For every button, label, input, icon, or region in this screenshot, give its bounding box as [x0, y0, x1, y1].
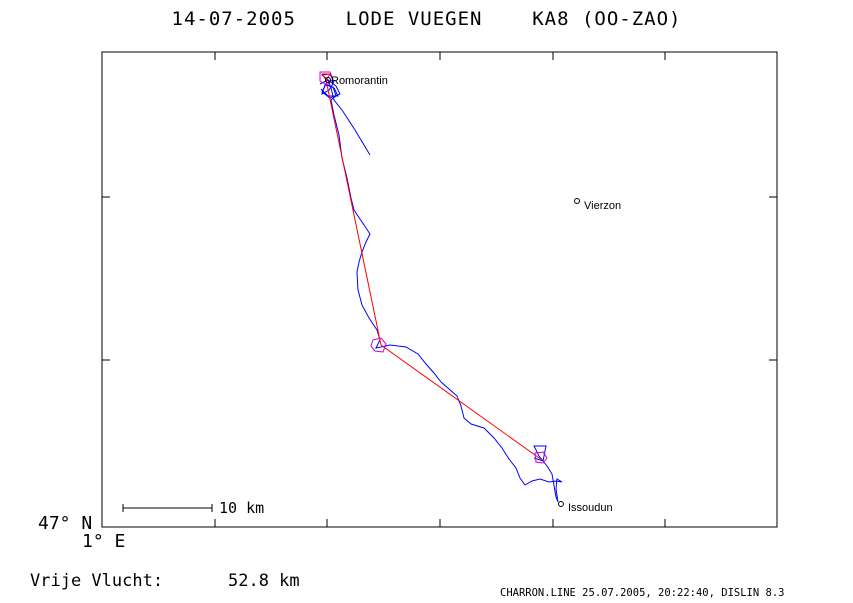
- city-label-issoudun: Issoudun: [568, 502, 613, 514]
- track-thermal-1: [319, 79, 341, 99]
- axis-ticks: [102, 52, 777, 527]
- turnpoint-marker-2: [534, 451, 548, 464]
- city-label-vierzon: Vierzon: [584, 200, 622, 212]
- city-marker-vierzon: [574, 198, 580, 204]
- distance-value: 52.8 km: [228, 571, 300, 591]
- turnpoint-marker-1: [370, 337, 387, 353]
- city-marker-issoudun: [558, 501, 564, 507]
- map-title: 14-07-2005 LODE VUEGEN KA8 (OO-ZAO): [171, 8, 682, 30]
- footer-info: CHARRON.LINE 25.07.2005, 20:22:40, DISLI…: [500, 587, 785, 599]
- gps-track: [320, 73, 563, 503]
- scale-bar: [122, 504, 213, 512]
- map-frame: [101, 51, 778, 528]
- city-marker-romorantin: [325, 77, 331, 83]
- latitude-label: 47° N: [38, 513, 93, 534]
- distance-label: Vrije Vlucht:: [30, 571, 164, 591]
- route-line: [325, 79, 543, 461]
- city-label-romorantin: Romorantin: [331, 75, 388, 87]
- scale-bar-label: 10 km: [219, 499, 265, 517]
- longitude-label: 1° E: [82, 531, 126, 552]
